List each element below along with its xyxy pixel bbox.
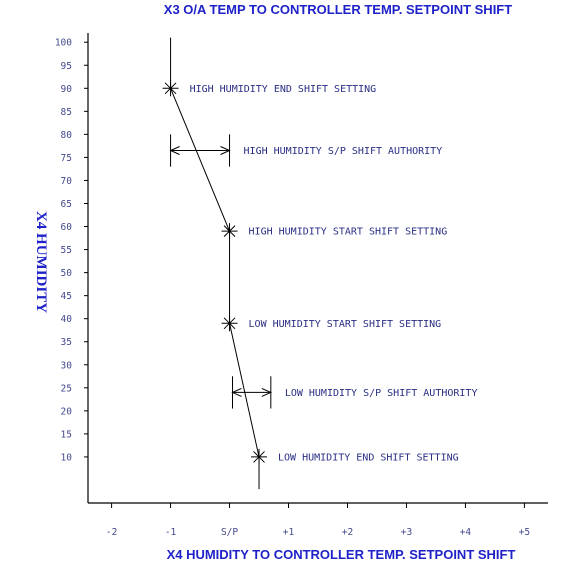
point-label: HIGH HUMIDITY END SHIFT SETTING <box>190 84 377 95</box>
point-label: HIGH HUMIDITY START SHIFT SETTING <box>249 227 448 238</box>
setting-point: HIGH HUMIDITY END SHIFT SETTING <box>162 80 377 97</box>
y-tick-label: 60 <box>61 222 73 233</box>
series-segment <box>170 88 231 232</box>
y-tick-label: 55 <box>61 245 72 256</box>
authority-right-arrowhead <box>261 387 273 397</box>
y-tick-label: 70 <box>61 176 73 187</box>
y-tick-label: 85 <box>61 107 72 118</box>
star-marker <box>221 315 238 332</box>
y-tick-label: 40 <box>61 314 73 325</box>
x-axis-label: X4 HUMIDITY TO CONTROLLER TEMP. SETPOINT… <box>167 547 516 562</box>
chart-title: X3 O/A TEMP TO CONTROLLER TEMP. SETPOINT… <box>164 2 512 17</box>
point-label: LOW HUMIDITY END SHIFT SETTING <box>278 452 459 463</box>
y-tick-label: 100 <box>55 38 72 49</box>
x-tick-label: -2 <box>106 527 117 538</box>
star-marker <box>162 80 179 97</box>
y-tick-label: 75 <box>61 153 72 164</box>
y-tick-label: 10 <box>61 452 73 463</box>
star-marker <box>221 223 238 240</box>
y-tick-label: 65 <box>61 199 72 210</box>
point-label: LOW HUMIDITY START SHIFT SETTING <box>249 319 442 330</box>
x-tick-label: +1 <box>283 527 295 538</box>
authority-arrows: HIGH HUMIDITY S/P SHIFT AUTHORITY LOW HUM… <box>169 134 478 409</box>
authority-left-arrowhead <box>169 146 180 155</box>
authority-arrow: HIGH HUMIDITY S/P SHIFT AUTHORITY <box>169 134 443 167</box>
y-tick-label: 80 <box>61 130 73 141</box>
authority-arrow: LOW HUMIDITY S/P SHIFT AUTHORITY <box>231 376 478 409</box>
x-tick-label: +5 <box>519 527 530 538</box>
y-tick-label: 50 <box>61 268 73 279</box>
y-tick-label: 30 <box>61 360 73 371</box>
x-tick-label: -1 <box>165 527 177 538</box>
vertical-lines <box>170 37 260 490</box>
x-ticks: -2 -1 S/P +1 +2 +3 +4 +5 <box>106 503 530 538</box>
y-tick-label: 15 <box>61 429 72 440</box>
authority-label: LOW HUMIDITY S/P SHIFT AUTHORITY <box>285 388 478 399</box>
setting-point: LOW HUMIDITY START SHIFT SETTING <box>221 315 442 332</box>
y-tick-label: 25 <box>61 383 72 394</box>
setting-point: LOW HUMIDITY END SHIFT SETTING <box>251 448 459 465</box>
authority-left-arrowhead <box>231 387 242 397</box>
authority-label: HIGH HUMIDITY S/P SHIFT AUTHORITY <box>244 146 443 157</box>
y-tick-label: 95 <box>61 61 72 72</box>
y-tick-label: 45 <box>61 291 72 302</box>
x-tick-label: S/P <box>221 527 238 538</box>
setting-points: HIGH HUMIDITY END SHIFT SETTING HIGH HUMI… <box>162 80 459 465</box>
y-tick-label: 90 <box>61 84 73 95</box>
series-lines <box>170 88 260 458</box>
x-tick-label: +4 <box>460 527 472 538</box>
setting-point: HIGH HUMIDITY START SHIFT SETTING <box>221 223 448 240</box>
x-tick-label: +2 <box>342 527 353 538</box>
y-tick-label: 20 <box>61 406 73 417</box>
series-segment <box>229 323 260 458</box>
authority-right-arrowhead <box>220 146 231 155</box>
star-marker <box>251 448 268 465</box>
y-tick-label: 35 <box>61 337 72 348</box>
x-tick-label: +3 <box>401 527 412 538</box>
y-axis-label: X4 HUMIDITY <box>33 211 49 313</box>
y-ticks: 10 15 20 25 30 35 40 45 50 55 60 65 70 75 80 85 90 95 100 <box>55 38 88 463</box>
